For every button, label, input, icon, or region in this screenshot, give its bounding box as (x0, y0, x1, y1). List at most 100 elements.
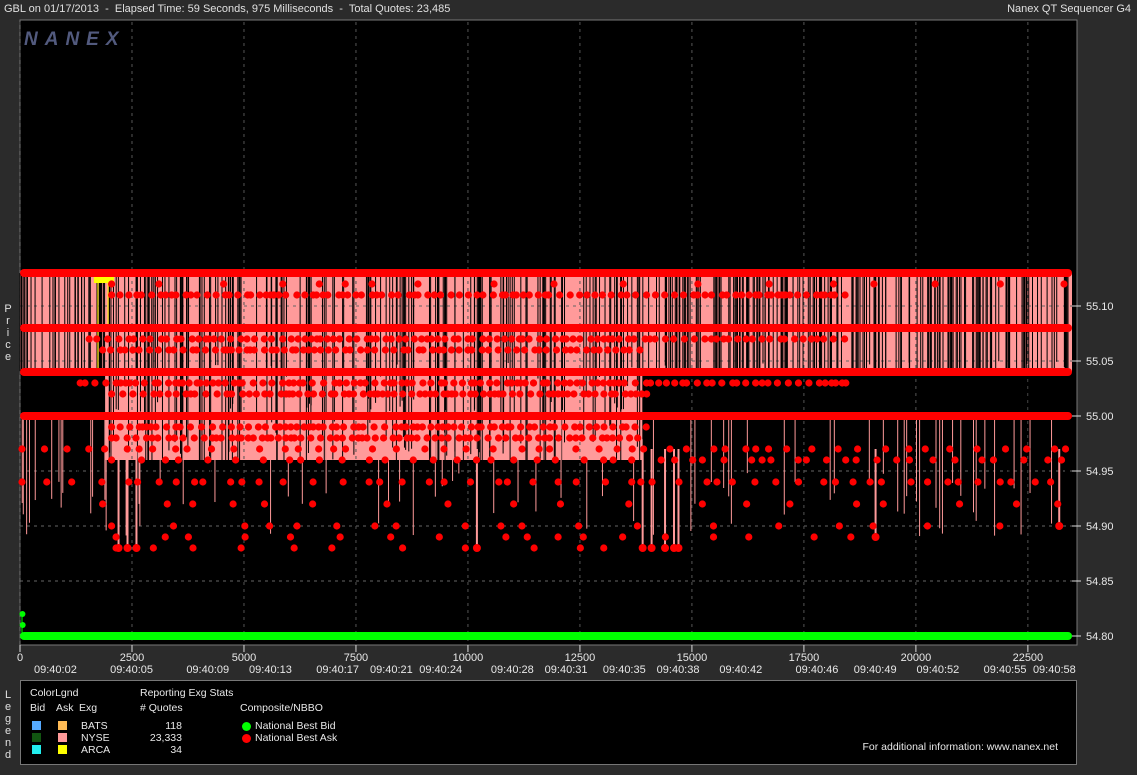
ask-dot (554, 379, 562, 387)
time-label: 09:40:31 (545, 664, 588, 676)
ask-dot (447, 291, 455, 299)
ask-dot (212, 291, 220, 299)
ask-dot (190, 434, 198, 442)
ask-dot (417, 335, 426, 343)
ask-dot (161, 456, 170, 464)
ask-dot (742, 335, 750, 343)
nbb-label: National Best Bid (255, 720, 336, 732)
ask-dot (172, 390, 180, 398)
ask-dot (265, 522, 274, 530)
ask-dot (542, 335, 551, 343)
time-label: 09:40:24 (419, 664, 462, 676)
ask-dot (831, 478, 840, 486)
ask-dot (376, 478, 384, 486)
ask-dot (807, 335, 815, 343)
ask-dot (651, 291, 660, 299)
ask-dot (590, 346, 598, 354)
ask-dot (551, 456, 559, 464)
ask-dot (293, 423, 301, 431)
vertical-letter: d (4, 749, 12, 761)
ask-dot (473, 434, 481, 442)
ask-dot (91, 379, 99, 387)
ask-dot (693, 291, 702, 299)
bid-dot (19, 622, 26, 628)
ask-dot (363, 346, 372, 354)
ask-dot (164, 390, 172, 398)
ask-dot (1031, 478, 1039, 486)
ask-dot (237, 335, 245, 343)
ask-dot (164, 379, 173, 387)
ask-dot (675, 478, 683, 486)
ask-dot (563, 390, 572, 398)
ask-dot (842, 379, 850, 387)
ask-dot (709, 533, 718, 541)
ask-dot (191, 478, 199, 486)
ask-dot (276, 423, 284, 431)
ask-dot (462, 445, 470, 453)
ask-dot (163, 500, 171, 508)
ask-dot (429, 456, 437, 464)
ask-dot (431, 390, 440, 398)
ask-dot (305, 346, 313, 354)
ask-dot (657, 456, 665, 464)
ask-dot (382, 335, 390, 343)
ask-dot (339, 478, 347, 486)
ask-dot (786, 500, 794, 508)
ask-dot (974, 478, 982, 486)
footer-link[interactable]: For additional information: www.nanex.ne… (862, 741, 1058, 753)
ask-dot (427, 379, 435, 387)
ask-dot (698, 500, 706, 508)
ask-dot (556, 291, 564, 299)
time-label: 09:40:55 (984, 664, 1027, 676)
ask-dot (237, 544, 245, 552)
ask-dot (135, 445, 143, 453)
ask-dot (607, 291, 615, 299)
y-tick-label: 54.90 (1086, 521, 1114, 533)
ask-dot (585, 423, 593, 431)
y-tick-label: 54.95 (1086, 466, 1114, 478)
ask-dot (511, 434, 520, 442)
ask-dot (380, 379, 388, 387)
ask-dot (592, 423, 601, 431)
ask-dot (135, 346, 143, 354)
ask-dot (989, 456, 998, 464)
ask-dot (196, 379, 204, 387)
ask-dot (525, 335, 533, 343)
time-label: 09:40:13 (249, 664, 292, 676)
ask-dot (419, 379, 427, 387)
ask-dot (536, 390, 544, 398)
ask-dot (624, 335, 633, 343)
ask-dot (119, 390, 127, 398)
ask-dot (588, 379, 596, 387)
ask-dot (510, 456, 518, 464)
ask-dot (344, 291, 352, 299)
ask-dot (628, 445, 636, 453)
ask-dot (372, 335, 380, 343)
ask-dot (99, 346, 107, 354)
ask-dot (642, 291, 651, 299)
ask-dot (371, 434, 379, 442)
ask-dot (204, 456, 212, 464)
ask-dot (721, 445, 729, 453)
legend-stats-header: Reporting Exg Stats (140, 687, 234, 699)
ask-dot (266, 390, 274, 398)
arca-ask-swatch (58, 745, 67, 754)
ask-dot (177, 335, 185, 343)
ask-dot (499, 390, 507, 398)
ask-dot (830, 291, 839, 299)
ask-dot (832, 379, 840, 387)
ask-dot (472, 456, 481, 464)
ask-dot (154, 434, 162, 442)
ask-dot (525, 434, 533, 442)
ask-dot (236, 423, 244, 431)
ask-dot (619, 533, 627, 541)
legend-composite-header: Composite/NBBO (240, 702, 323, 714)
ask-dot (399, 390, 407, 398)
ask-dot (615, 379, 623, 387)
ask-dot (408, 390, 416, 398)
ask-dot (529, 379, 538, 387)
ask-dot (434, 335, 442, 343)
ask-dot (742, 445, 750, 453)
ask-dot (765, 280, 773, 288)
ask-dot (294, 445, 302, 453)
